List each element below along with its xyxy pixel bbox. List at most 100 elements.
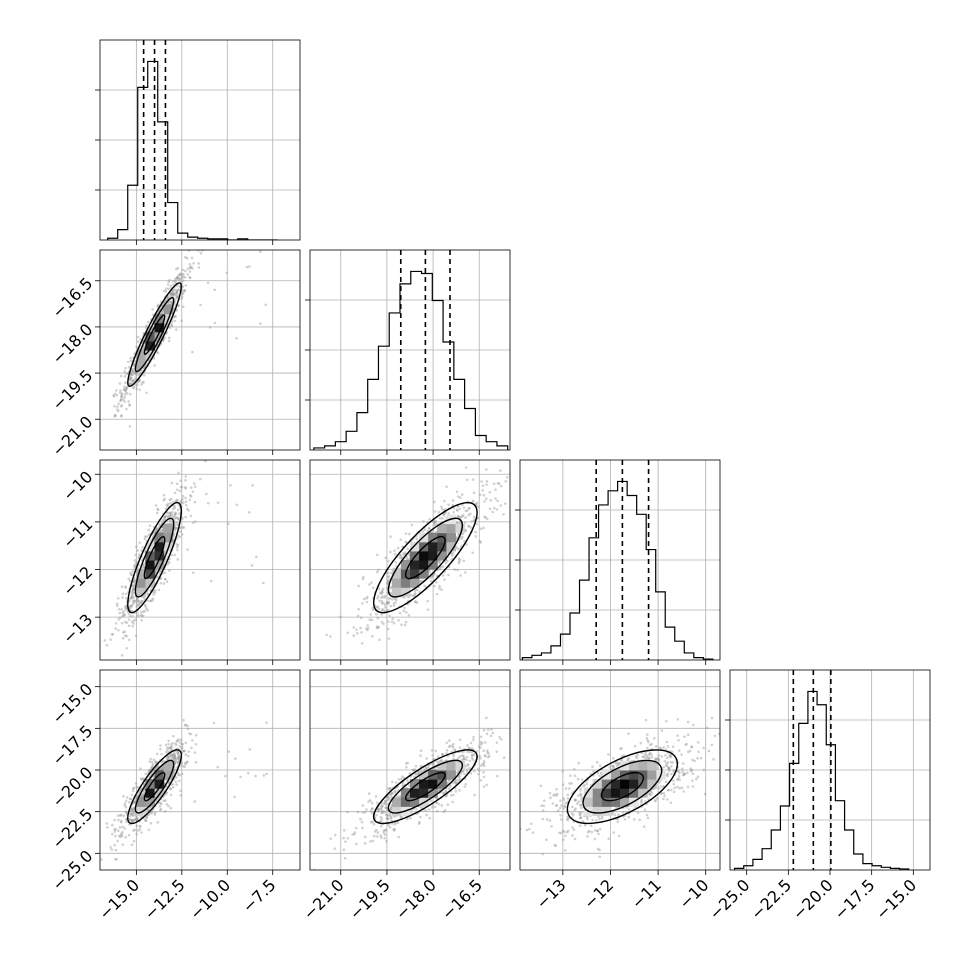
sample-point — [423, 528, 427, 531]
sample-point — [395, 794, 399, 798]
panel-frame — [519, 459, 721, 661]
sample-point — [495, 741, 499, 744]
sample-point — [166, 283, 170, 286]
sample-point — [184, 762, 187, 766]
sample-point — [483, 754, 487, 758]
sample-point — [542, 503, 545, 506]
sample-point — [458, 746, 462, 749]
sample-point — [370, 618, 374, 622]
sample-point — [374, 795, 378, 798]
sample-point — [380, 596, 383, 600]
plot-area — [100, 718, 268, 861]
sample-point — [452, 510, 455, 514]
sample-point — [359, 626, 362, 630]
sample-point — [164, 577, 167, 581]
sample-point — [361, 811, 365, 814]
sample-point — [233, 795, 236, 799]
sample-point — [496, 482, 500, 485]
sample-point — [598, 774, 601, 777]
y-tick-label: −15.0 — [48, 680, 96, 728]
sample-point — [571, 826, 574, 829]
sample-point — [147, 828, 151, 832]
sample-point — [168, 278, 171, 282]
sample-point — [176, 752, 180, 756]
y-tick-label: −19.5 — [48, 366, 96, 414]
sample-point — [124, 387, 128, 390]
sample-point — [133, 383, 137, 387]
sample-point — [405, 611, 408, 614]
sample-point — [554, 844, 558, 848]
sample-point — [127, 577, 131, 581]
sample-point — [180, 273, 184, 276]
sample-point — [176, 517, 180, 521]
sample-point — [160, 311, 164, 315]
sample-point — [437, 789, 440, 792]
sample-point — [176, 293, 180, 297]
density-cell — [391, 578, 402, 588]
sample-point — [360, 820, 364, 824]
sample-point — [125, 796, 129, 799]
sample-point — [235, 503, 239, 507]
sample-point — [174, 527, 177, 531]
sample-point — [569, 766, 572, 769]
sample-point — [190, 746, 193, 750]
sample-point — [167, 511, 171, 515]
sample-point — [482, 493, 486, 497]
sample-point — [188, 270, 192, 273]
sample-point — [116, 409, 120, 413]
sample-point — [471, 478, 475, 481]
sample-point — [177, 773, 180, 777]
density-cell — [154, 550, 165, 561]
sample-point — [181, 292, 185, 295]
sample-point — [171, 741, 174, 745]
sample-point — [161, 530, 165, 533]
sample-point — [177, 755, 181, 759]
sample-point — [141, 614, 145, 617]
sample-point — [458, 775, 461, 778]
sample-point — [255, 555, 258, 559]
sample-point — [265, 772, 268, 776]
sample-point — [138, 824, 142, 828]
sample-point — [190, 265, 193, 268]
density-cell — [446, 532, 456, 543]
sample-point — [479, 743, 483, 746]
sample-point — [371, 839, 375, 843]
sample-point — [138, 602, 142, 605]
sample-point — [390, 816, 393, 819]
sample-point — [136, 785, 139, 789]
sample-point — [466, 744, 469, 747]
sample-point — [169, 753, 173, 757]
sample-point — [451, 551, 455, 555]
sample-point — [370, 634, 374, 638]
sample-point — [425, 813, 428, 817]
sample-point — [414, 764, 418, 768]
sample-point — [184, 723, 188, 727]
sample-point — [174, 276, 178, 280]
sample-point — [449, 785, 452, 788]
sample-point — [173, 504, 176, 508]
sample-point — [227, 750, 231, 753]
contour-level-2 — [127, 282, 182, 388]
sample-point — [475, 523, 478, 526]
sample-point — [457, 495, 460, 498]
sample-point — [481, 484, 485, 488]
sample-point — [453, 748, 457, 752]
sample-point — [182, 501, 185, 505]
sample-point — [165, 791, 168, 795]
sample-point — [494, 497, 497, 500]
sample-point — [165, 757, 169, 760]
sample-point — [382, 587, 385, 591]
sample-point — [227, 522, 230, 526]
sample-point — [120, 819, 123, 823]
sample-point — [175, 291, 178, 295]
sample-point — [393, 790, 397, 794]
sample-point — [494, 488, 497, 491]
sample-point — [387, 817, 390, 821]
sample-point — [398, 554, 402, 558]
sample-point — [571, 521, 574, 524]
sample-point — [175, 482, 179, 486]
sample-point — [235, 337, 238, 340]
sample-point — [455, 771, 459, 775]
sample-point — [427, 526, 431, 530]
sample-point — [179, 530, 182, 533]
